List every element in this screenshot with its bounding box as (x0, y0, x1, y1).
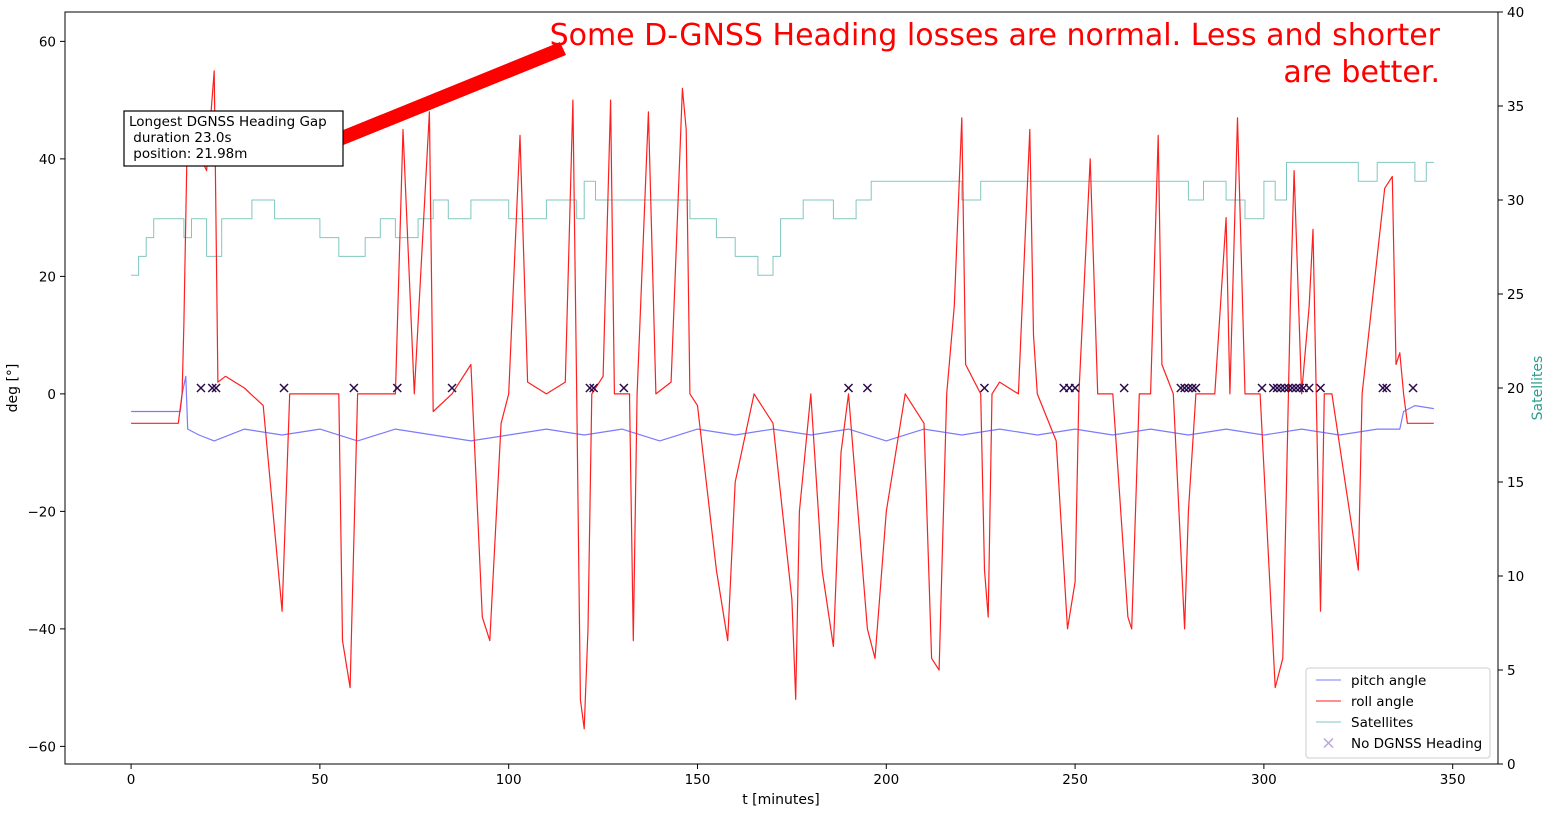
y-tick-label: −40 (28, 622, 57, 638)
no-dgnss-marker (1268, 383, 1278, 393)
y-axis-ticks: −60 −40 −20 0 20 40 60 (28, 34, 65, 755)
annotation-line-3: position: 21.98m (129, 146, 247, 162)
y-tick-label: 20 (39, 269, 56, 285)
y-tick-label: 40 (39, 152, 56, 168)
y-tick-label: −60 (28, 739, 57, 755)
legend-label-satellites: Satellites (1351, 715, 1413, 731)
no-dgnss-marker (447, 383, 457, 393)
legend-label-pitch: pitch angle (1351, 673, 1426, 689)
no-dgnss-marker (1183, 383, 1193, 393)
no-dgnss-marker (1272, 383, 1282, 393)
no-dgnss-marker (1070, 383, 1080, 393)
series-no-dgnss-heading (196, 383, 1418, 393)
no-dgnss-marker (1408, 383, 1418, 393)
y2-tick-label: 35 (1507, 99, 1524, 115)
no-dgnss-marker (279, 383, 289, 393)
no-dgnss-marker (589, 383, 599, 393)
x-axis-label: t [minutes] (742, 792, 820, 808)
x-tick-label: 200 (873, 772, 899, 788)
legend-frame (1305, 667, 1491, 759)
legend-marker-x (1323, 737, 1334, 749)
series-line-satellites (131, 161, 1434, 276)
x-tick-label: 100 (496, 772, 522, 788)
no-dgnss-marker (1187, 383, 1197, 393)
y2-tick-label: 25 (1507, 287, 1524, 303)
y-axis-label: deg [°] (5, 364, 21, 413)
y-tick-label: 0 (47, 387, 56, 403)
callout-line-1: Some D-GNSS Heading losses are normal. L… (550, 18, 1441, 53)
callout-arrow (290, 42, 566, 160)
no-dgnss-marker (1257, 383, 1267, 393)
no-dgnss-marker (1315, 383, 1326, 393)
annotation-box: Longest DGNSS Heading Gap duration 23.0s… (123, 110, 344, 167)
y2-tick-label: 40 (1507, 5, 1524, 21)
no-dgnss-marker (349, 383, 359, 393)
y2-tick-label: 0 (1507, 757, 1516, 773)
no-dgnss-marker (207, 383, 217, 393)
y-tick-label: −20 (28, 504, 57, 520)
x-axis-ticks: 0 50 100 150 200 250 300 350 (127, 764, 1466, 788)
y2-tick-label: 10 (1507, 569, 1524, 585)
annotation-line-2: duration 23.0s (129, 130, 231, 146)
callout-line-2: are better. (1283, 55, 1440, 90)
plot-data-layer (131, 70, 1434, 730)
x-tick-label: 300 (1251, 772, 1277, 788)
x-tick-label: 150 (685, 772, 711, 788)
legend-label-roll: roll angle (1351, 694, 1414, 710)
no-dgnss-marker (619, 383, 629, 393)
annotation-line-1: Longest DGNSS Heading Gap (129, 114, 327, 130)
no-dgnss-marker (843, 383, 854, 393)
no-dgnss-marker (1295, 383, 1305, 393)
no-dgnss-marker (1382, 383, 1392, 393)
legend-swatch-no-dgnss (1323, 737, 1334, 749)
no-dgnss-marker (1378, 383, 1388, 393)
x-tick-label: 250 (1062, 772, 1088, 788)
no-dgnss-marker (1191, 383, 1201, 393)
x-tick-label: 0 (127, 772, 136, 788)
no-dgnss-marker (392, 383, 402, 393)
y2-tick-label: 30 (1507, 193, 1524, 209)
y2-tick-label: 15 (1507, 475, 1524, 491)
no-dgnss-marker (979, 383, 989, 393)
legend-label-no-dgnss: No DGNSS Heading (1351, 736, 1482, 752)
x-tick-label: 50 (311, 772, 328, 788)
series-line-roll-angle (131, 70, 1434, 730)
legend: pitch angle roll angle Satellites No DGN… (1305, 667, 1491, 759)
no-dgnss-marker (585, 383, 595, 393)
no-dgnss-marker (1287, 383, 1297, 393)
y2-tick-label: 5 (1507, 663, 1516, 679)
annotation-box-frame (123, 110, 344, 167)
no-dgnss-marker (1283, 383, 1293, 393)
no-dgnss-marker (862, 383, 872, 393)
y2-tick-label: 20 (1507, 381, 1524, 397)
y-tick-label: 60 (39, 34, 56, 50)
no-dgnss-marker (1276, 383, 1286, 393)
no-dgnss-marker (1119, 383, 1129, 393)
no-dgnss-marker (1280, 383, 1290, 393)
no-dgnss-marker (1291, 383, 1301, 393)
no-dgnss-marker (1176, 383, 1186, 393)
no-dgnss-marker (196, 383, 206, 393)
y2-axis-ticks: 0 5 10 15 20 25 30 35 40 (1498, 5, 1524, 773)
no-dgnss-marker (211, 383, 221, 393)
no-dgnss-marker (1304, 383, 1314, 393)
no-dgnss-marker (1180, 383, 1190, 393)
x-tick-label: 350 (1440, 772, 1466, 788)
y2-axis-label: Satellites (1530, 356, 1546, 421)
series-line-pitch-angle (131, 375, 1434, 442)
